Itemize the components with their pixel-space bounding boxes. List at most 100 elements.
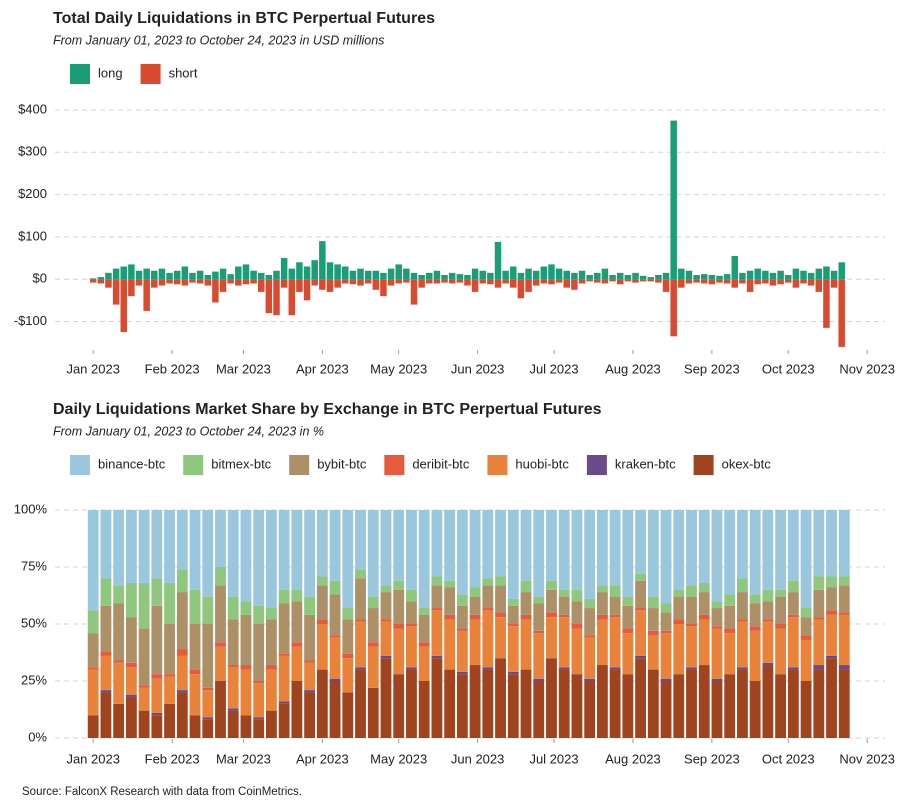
bar: [673, 589, 685, 597]
bar: [278, 703, 290, 738]
bar: [800, 617, 812, 636]
bar: [342, 619, 354, 654]
bar: [288, 268, 296, 280]
bar: [775, 628, 787, 675]
bar: [520, 580, 532, 593]
bar: [100, 605, 112, 652]
bar: [329, 580, 341, 595]
bar: [367, 642, 379, 647]
bar: [164, 674, 175, 677]
bar: [196, 279, 204, 284]
bar: [342, 658, 354, 693]
bar: [813, 665, 825, 670]
bar: [433, 270, 441, 280]
bar: [403, 279, 410, 283]
bar: [112, 279, 120, 305]
bar: [87, 510, 99, 611]
bar: [444, 614, 456, 620]
bar: [469, 614, 481, 620]
bar: [431, 585, 443, 609]
bar: [708, 274, 716, 280]
bar: [125, 582, 137, 618]
bar: [471, 268, 479, 280]
bar: [731, 279, 739, 288]
bar: [826, 655, 837, 659]
bar: [800, 270, 807, 280]
bar: [393, 624, 405, 629]
bar: [253, 681, 265, 684]
bar: [700, 274, 708, 280]
bar: [433, 279, 441, 284]
bar: [227, 619, 239, 666]
bar: [660, 603, 672, 613]
legend-label: short: [169, 65, 198, 80]
bar: [838, 585, 850, 613]
bar: [686, 667, 697, 670]
bar: [596, 619, 608, 666]
bar: [189, 589, 201, 624]
bar: [311, 279, 318, 286]
bar: [227, 665, 239, 668]
bar: [548, 264, 555, 280]
bar: [724, 633, 736, 675]
bar: [329, 681, 341, 738]
bar: [97, 279, 105, 284]
y-tick-label: $400: [18, 101, 47, 116]
bar: [558, 669, 570, 738]
bar: [456, 628, 468, 631]
bar: [406, 669, 417, 738]
bar: [739, 272, 746, 280]
bar: [622, 605, 634, 629]
bar: [596, 614, 608, 620]
bar: [403, 268, 410, 280]
bar: [711, 678, 723, 681]
legend-label: long: [98, 65, 123, 80]
bar: [97, 277, 105, 280]
bar: [266, 608, 277, 620]
bar: [367, 608, 379, 643]
bar: [406, 667, 417, 670]
x-tick-label: Sep 2023: [684, 751, 740, 766]
bar: [647, 279, 655, 282]
bar: [380, 510, 392, 586]
bar: [596, 665, 608, 738]
x-tick-label: Apr 2023: [296, 751, 349, 766]
bar: [686, 624, 697, 627]
bar: [87, 715, 99, 738]
bar: [349, 270, 357, 280]
bar: [355, 619, 366, 622]
bar: [670, 120, 677, 280]
bar: [830, 270, 838, 280]
bar: [635, 510, 646, 574]
bar: [265, 274, 273, 280]
bar: [826, 510, 837, 577]
bar: [202, 717, 214, 720]
bar: [410, 272, 418, 280]
bar: [326, 262, 334, 280]
bar: [431, 576, 443, 586]
bar: [456, 510, 468, 595]
bar: [380, 658, 392, 738]
bar: [266, 710, 277, 738]
bar: [418, 614, 430, 643]
bar: [739, 279, 746, 284]
bar: [253, 683, 265, 718]
bar: [215, 510, 226, 567]
bar: [469, 587, 481, 597]
bar: [393, 580, 405, 590]
y-tick-label: $100: [18, 228, 47, 243]
legend-swatch: [693, 455, 714, 475]
bar: [372, 270, 380, 280]
bar: [151, 715, 163, 738]
bar: [253, 719, 265, 738]
bar: [444, 587, 456, 615]
bar: [105, 279, 112, 288]
bar: [380, 585, 392, 593]
bar: [349, 279, 357, 285]
bar: [533, 633, 545, 679]
bar: [769, 272, 777, 280]
bar: [128, 264, 135, 280]
bar: [196, 270, 204, 280]
bar: [662, 272, 670, 280]
bar: [507, 624, 519, 627]
